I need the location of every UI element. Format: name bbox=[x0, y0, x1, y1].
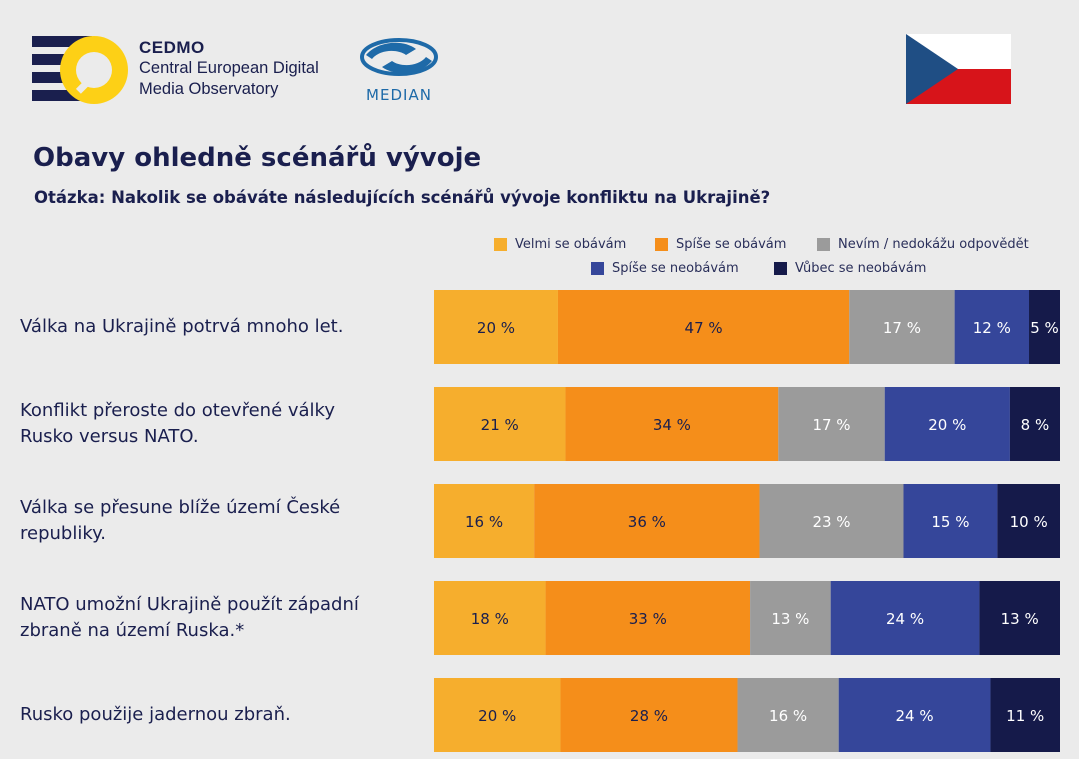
data-label-row4-series3: 24 % bbox=[896, 707, 934, 725]
data-label-row1-series1: 34 % bbox=[653, 416, 691, 434]
chart-subtitle: Otázka: Nakolik se obáváte následujících… bbox=[34, 188, 771, 207]
legend-swatch bbox=[655, 238, 668, 251]
legend-item-spise-se-neobavam: Spíše se neobávám bbox=[591, 261, 739, 276]
cedmo-name: CEDMO bbox=[139, 38, 205, 57]
data-label-row3-series3: 24 % bbox=[886, 610, 924, 628]
legend-item-spise-se-obavam: Spíše se obávám bbox=[655, 237, 786, 252]
median-logo: MEDIAN bbox=[360, 38, 438, 103]
bar-segment-row4-series4 bbox=[990, 678, 1060, 752]
cedmo-wordmark: CEDMO Central European Digital Media Obs… bbox=[139, 38, 319, 100]
legend-label: Nevím / nedokážu odpovědět bbox=[838, 237, 1029, 252]
row-label-line: Rusko versus NATO. bbox=[20, 426, 199, 447]
bar-segment-row1-series0 bbox=[434, 387, 566, 461]
data-label-row2-series2: 23 % bbox=[812, 513, 850, 531]
data-label-row3-series4: 13 % bbox=[1001, 610, 1039, 628]
bar-segment-row3-series3 bbox=[830, 581, 980, 655]
data-label-row4-series4: 11 % bbox=[1006, 707, 1044, 725]
bar-segment-row3-series0 bbox=[434, 581, 546, 655]
data-label-row3-series0: 18 % bbox=[471, 610, 509, 628]
data-label-row2-series3: 15 % bbox=[931, 513, 969, 531]
legend-label: Spíše se obávám bbox=[676, 237, 787, 252]
bar-segment-row0-series2 bbox=[849, 290, 955, 364]
bar-segment-row0-series1 bbox=[557, 290, 850, 364]
legend-swatch bbox=[591, 262, 604, 275]
data-label-row1-series2: 17 % bbox=[812, 416, 850, 434]
bar-segment-row4-series2 bbox=[737, 678, 839, 752]
bar-segment-row3-series2 bbox=[750, 581, 831, 655]
legend-swatch bbox=[774, 262, 787, 275]
data-label-row0-series4: 5 % bbox=[1030, 319, 1059, 337]
legend-label: Velmi se obávám bbox=[515, 237, 627, 252]
median-name: MEDIAN bbox=[366, 86, 432, 103]
czech-flag-icon bbox=[906, 34, 1011, 104]
row-label-line: Válka na Ukrajině potrvá mnoho let. bbox=[20, 316, 344, 337]
row-label-line: NATO umožní Ukrajině použít západní bbox=[20, 594, 359, 615]
bar-segment-row1-series1 bbox=[565, 387, 779, 461]
data-label-row2-series1: 36 % bbox=[628, 513, 666, 531]
row-label-4: Rusko použije jadernou zbraň. bbox=[20, 678, 420, 752]
bar-segment-row0-series3 bbox=[954, 290, 1030, 364]
data-label-row4-series0: 20 % bbox=[478, 707, 516, 725]
bar-segment-row2-series0 bbox=[434, 484, 535, 558]
bar-segment-row3-series4 bbox=[979, 581, 1060, 655]
bar-segment-row0-series0 bbox=[434, 290, 558, 364]
cedmo-line2: Media Observatory bbox=[139, 80, 279, 98]
data-label-row3-series1: 33 % bbox=[629, 610, 667, 628]
cedmo-logo bbox=[32, 36, 128, 104]
data-label-row2-series0: 16 % bbox=[465, 513, 503, 531]
bar-segment-row1-series3 bbox=[884, 387, 1010, 461]
row-label-2: Válka se přesune blíže území České repub… bbox=[20, 484, 420, 558]
legend-swatch bbox=[817, 238, 830, 251]
data-label-row1-series3: 20 % bbox=[928, 416, 966, 434]
data-label-row0-series2: 17 % bbox=[883, 319, 921, 337]
row-label-line: Rusko použije jadernou zbraň. bbox=[20, 704, 291, 725]
row-label-line: Konflikt přeroste do otevřené války bbox=[20, 400, 335, 421]
legend-item-velmi-se-obavam: Velmi se obávám bbox=[494, 237, 626, 252]
data-label-row1-series4: 8 % bbox=[1021, 416, 1050, 434]
data-label-row0-series3: 12 % bbox=[973, 319, 1011, 337]
bar-segment-row1-series4 bbox=[1009, 387, 1060, 461]
row-label-line: republiky. bbox=[20, 523, 106, 544]
bar-segment-row2-series1 bbox=[534, 484, 760, 558]
data-label-row0-series1: 47 % bbox=[685, 319, 723, 337]
chart-title: Obavy ohledně scénářů vývoje bbox=[33, 143, 482, 173]
bar-segment-row4-series0 bbox=[434, 678, 561, 752]
legend-label: Vůbec se neobávám bbox=[795, 261, 927, 276]
legend-label: Spíše se neobávám bbox=[612, 261, 739, 276]
data-label-row2-series4: 10 % bbox=[1010, 513, 1048, 531]
data-label-row3-series2: 13 % bbox=[771, 610, 809, 628]
row-label-3: NATO umožní Ukrajině použít západní zbra… bbox=[20, 581, 420, 655]
legend-item-nevim: Nevím / nedokážu odpovědět bbox=[817, 237, 1029, 252]
bar-segment-row2-series3 bbox=[903, 484, 998, 558]
legend-item-vubec-se-neobavam: Vůbec se neobávám bbox=[774, 261, 926, 276]
data-label-row0-series0: 20 % bbox=[477, 319, 515, 337]
row-label-0: Válka na Ukrajině potrvá mnoho let. bbox=[20, 290, 420, 364]
row-label-line: zbraně na území Ruska.* bbox=[20, 620, 245, 641]
bar-segment-row2-series2 bbox=[759, 484, 904, 558]
cedmo-line1: Central European Digital bbox=[139, 59, 319, 77]
bar-segment-row4-series1 bbox=[560, 678, 738, 752]
bar-segment-row0-series4 bbox=[1029, 290, 1060, 364]
bar-segment-row1-series2 bbox=[778, 387, 885, 461]
row-label-1: Konflikt přeroste do otevřené války Rusk… bbox=[20, 387, 420, 461]
row-label-line: Válka se přesune blíže území České bbox=[20, 497, 341, 518]
bar-segment-row3-series1 bbox=[545, 581, 751, 655]
legend-swatch bbox=[494, 238, 507, 251]
bar-segment-row2-series4 bbox=[997, 484, 1060, 558]
data-label-row4-series1: 28 % bbox=[630, 707, 668, 725]
data-label-row4-series2: 16 % bbox=[769, 707, 807, 725]
bar-segment-row4-series3 bbox=[838, 678, 991, 752]
data-label-row1-series0: 21 % bbox=[481, 416, 519, 434]
